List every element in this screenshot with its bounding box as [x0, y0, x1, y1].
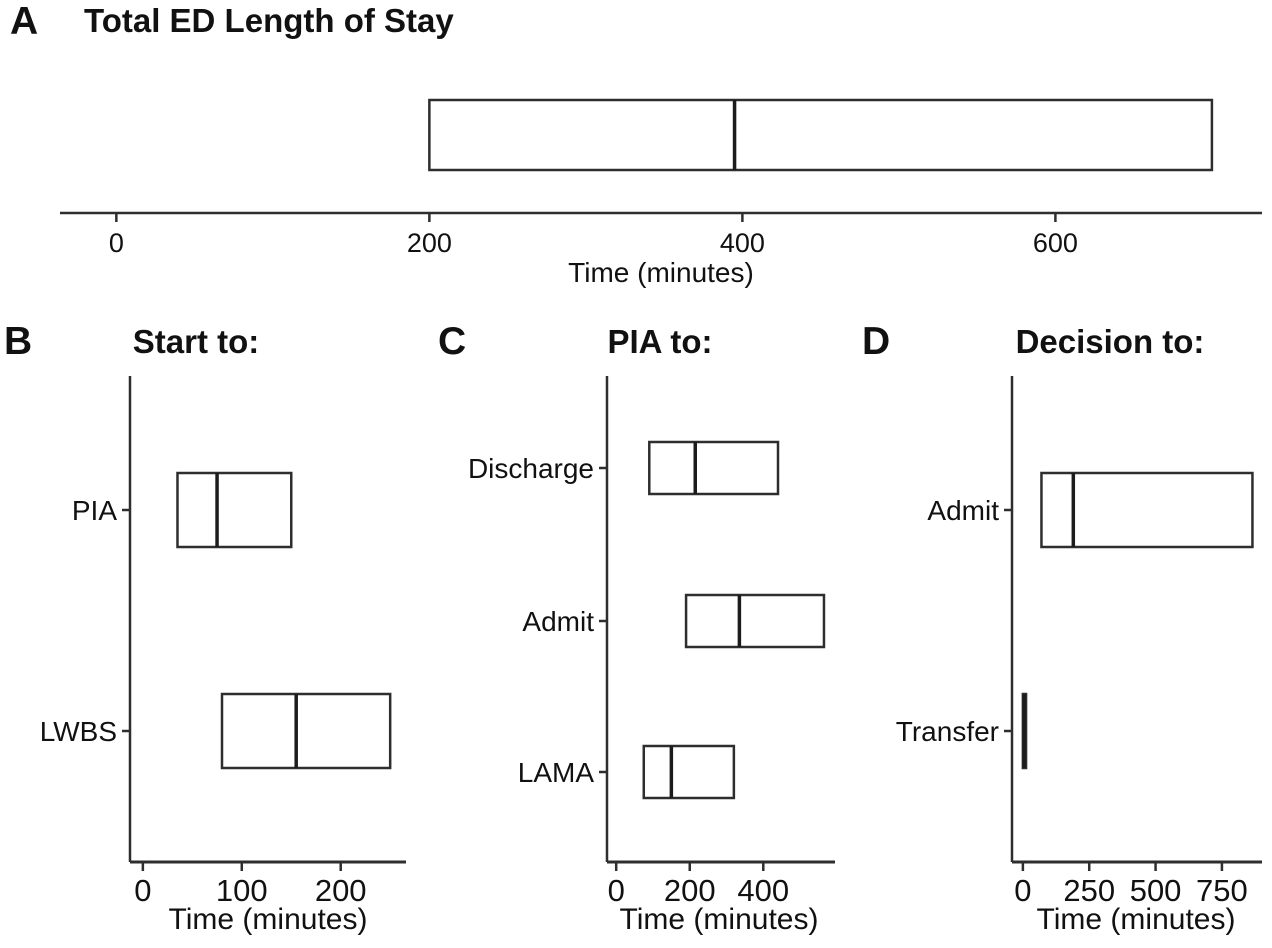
x-tick-label: 0 — [1014, 873, 1031, 908]
box-iqr — [220, 692, 392, 770]
x-tick-label: 0 — [109, 228, 124, 258]
panel-title-d: Decision to: — [1015, 323, 1205, 360]
panel-title-a: Total ED Length of Stay — [84, 2, 454, 39]
box-iqr — [684, 593, 826, 649]
panel-letter-c: C — [438, 320, 467, 363]
x-axis-label-c: Time (minutes) — [619, 903, 819, 936]
category-label: Discharge — [468, 453, 594, 484]
category-label: LWBS — [40, 716, 117, 747]
panel-title-b: Start to: — [132, 323, 260, 360]
box-iqr — [428, 98, 1214, 172]
box-iqr — [642, 744, 736, 800]
x-tick-label: 400 — [720, 228, 765, 258]
x-tick-label: 500 — [1130, 873, 1182, 908]
x-tick-label: 0 — [134, 873, 151, 908]
category-label: PIA — [72, 495, 117, 526]
x-tick-label: 600 — [1033, 228, 1078, 258]
x-tick-label: 200 — [315, 873, 367, 908]
box-iqr — [648, 440, 780, 496]
category-label: Transfer — [896, 716, 999, 747]
panel-letter-d: D — [862, 320, 891, 363]
box-iqr — [176, 471, 293, 549]
x-axis-label-b: Time (minutes) — [168, 903, 368, 936]
category-label: LAMA — [518, 757, 595, 788]
category-label: Admit — [522, 606, 594, 637]
x-axis-label-d: Time (minutes) — [1036, 903, 1236, 936]
panel-letter-a: A — [10, 0, 39, 43]
x-tick-label: 0 — [608, 873, 625, 908]
x-tick-label: 100 — [216, 873, 268, 908]
x-tick-label: 400 — [737, 873, 789, 908]
category-label: Admit — [927, 495, 999, 526]
x-tick-label: 200 — [407, 228, 452, 258]
panel-title-c: PIA to: — [607, 323, 713, 360]
x-tick-label: 250 — [1063, 873, 1115, 908]
x-tick-label: 750 — [1196, 873, 1248, 908]
box-iqr — [1040, 471, 1254, 549]
x-tick-label: 200 — [664, 873, 716, 908]
x-axis-label-a: Time (minutes) — [568, 257, 754, 288]
panel-letter-b: B — [4, 320, 33, 363]
